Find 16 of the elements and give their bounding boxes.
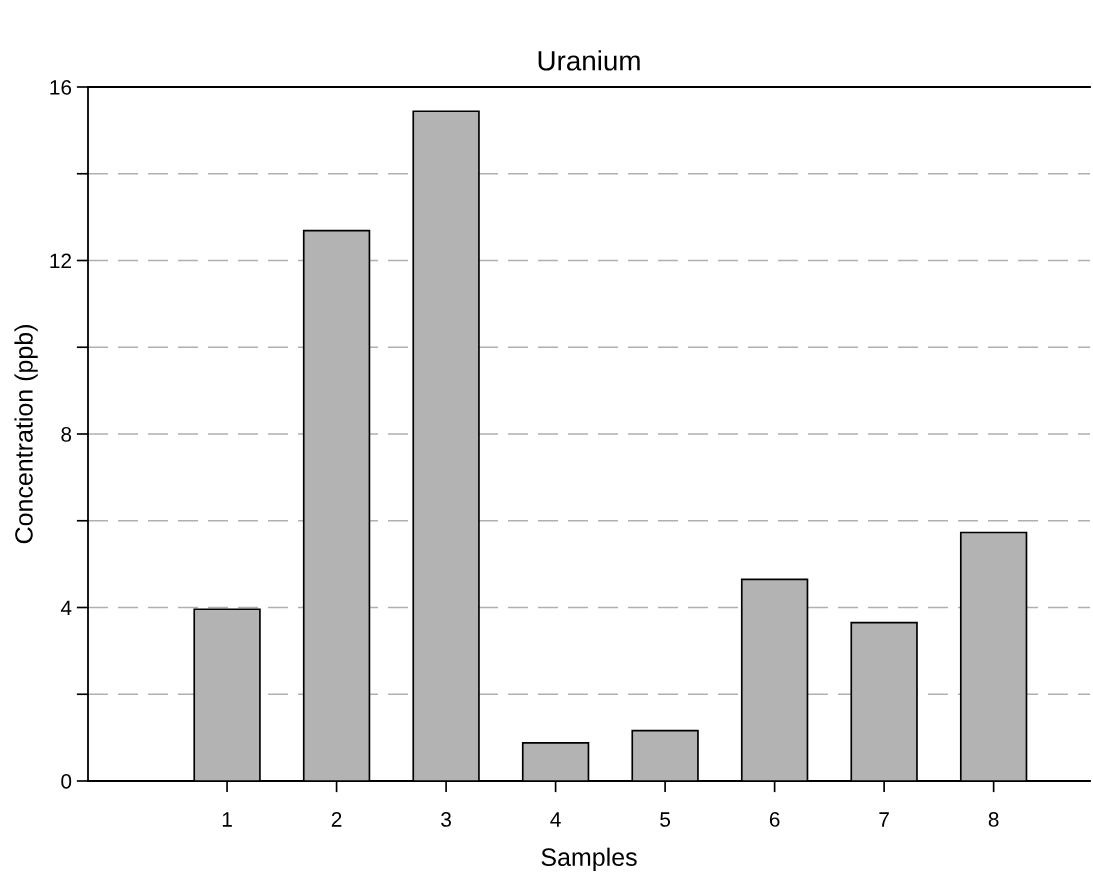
x-axis-title: Samples bbox=[541, 847, 637, 871]
x-tick-label: 3 bbox=[441, 812, 451, 827]
x-tick-label: 2 bbox=[331, 812, 342, 827]
x-tick-label: 8 bbox=[988, 812, 999, 827]
chart-title: Uranium bbox=[538, 50, 640, 71]
x-tick-label: 7 bbox=[879, 812, 889, 827]
x-tick-label: 1 bbox=[222, 812, 232, 827]
y-tick-label: 0 bbox=[61, 774, 72, 789]
y-tick-label: 8 bbox=[61, 427, 72, 442]
x-tick-label: 5 bbox=[660, 812, 671, 827]
x-tick-label: 6 bbox=[769, 812, 780, 827]
y-tick-label: 16 bbox=[50, 80, 72, 95]
y-tick-label: 4 bbox=[60, 600, 72, 616]
y-tick-label: 12 bbox=[50, 253, 71, 269]
y-axis-title: Concentration (ppb) bbox=[14, 325, 38, 544]
x-tick-label: 4 bbox=[550, 812, 561, 827]
